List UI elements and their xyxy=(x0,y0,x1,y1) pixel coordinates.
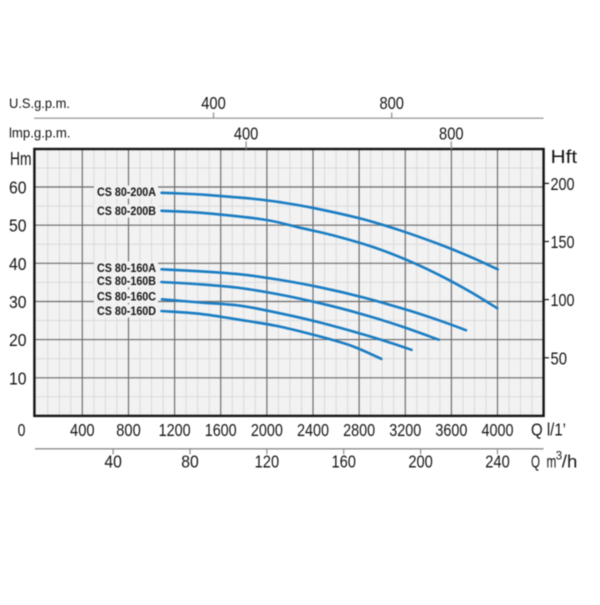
svg-text:/h: /h xyxy=(562,452,578,472)
svg-text:lmp.g.p.m.: lmp.g.p.m. xyxy=(9,126,71,141)
svg-text:3200: 3200 xyxy=(389,420,421,440)
svg-text:CS 80-200B: CS 80-200B xyxy=(97,204,156,218)
svg-text:400: 400 xyxy=(234,124,259,144)
svg-text:240: 240 xyxy=(485,452,510,472)
svg-text:m: m xyxy=(547,452,557,472)
svg-text:50: 50 xyxy=(551,348,568,368)
svg-text:Hft: Hft xyxy=(551,147,578,167)
svg-text:3600: 3600 xyxy=(435,420,467,440)
svg-text:Hm: Hm xyxy=(10,149,32,169)
svg-text:50: 50 xyxy=(9,216,27,236)
svg-text:CS 80-160B: CS 80-160B xyxy=(97,274,156,288)
svg-text:CS 80-160D: CS 80-160D xyxy=(97,304,156,318)
svg-text:160: 160 xyxy=(331,452,356,472)
svg-text:CS 80-160C: CS 80-160C xyxy=(97,289,156,303)
svg-text:800: 800 xyxy=(379,93,404,113)
svg-text:Q l/1’: Q l/1’ xyxy=(531,420,566,440)
svg-text:30: 30 xyxy=(9,292,27,312)
svg-text:10: 10 xyxy=(9,368,27,388)
svg-text:3: 3 xyxy=(556,451,562,463)
svg-text:400: 400 xyxy=(70,420,95,440)
svg-text:150: 150 xyxy=(551,232,575,252)
svg-text:120: 120 xyxy=(255,452,280,472)
svg-text:40: 40 xyxy=(104,452,122,472)
svg-text:400: 400 xyxy=(201,93,226,113)
svg-text:CS 80-200A: CS 80-200A xyxy=(97,185,156,199)
svg-text:100: 100 xyxy=(551,290,575,310)
svg-text:Q: Q xyxy=(531,452,540,472)
svg-text:CS 80-160A: CS 80-160A xyxy=(97,261,156,275)
svg-text:0: 0 xyxy=(18,420,26,440)
svg-text:4000: 4000 xyxy=(482,420,514,440)
svg-text:2800: 2800 xyxy=(343,420,375,440)
svg-text:40: 40 xyxy=(9,254,27,274)
svg-text:1200: 1200 xyxy=(159,420,191,440)
svg-text:60: 60 xyxy=(9,178,27,198)
svg-text:2400: 2400 xyxy=(297,420,329,440)
svg-text:U.S.g.p.m.: U.S.g.p.m. xyxy=(9,96,70,111)
svg-text:800: 800 xyxy=(439,124,464,144)
svg-text:200: 200 xyxy=(408,452,433,472)
svg-text:800: 800 xyxy=(116,420,141,440)
svg-text:1600: 1600 xyxy=(205,420,237,440)
svg-text:2000: 2000 xyxy=(251,420,283,440)
svg-text:200: 200 xyxy=(551,174,575,194)
svg-text:80: 80 xyxy=(181,452,199,472)
svg-text:20: 20 xyxy=(9,330,27,350)
